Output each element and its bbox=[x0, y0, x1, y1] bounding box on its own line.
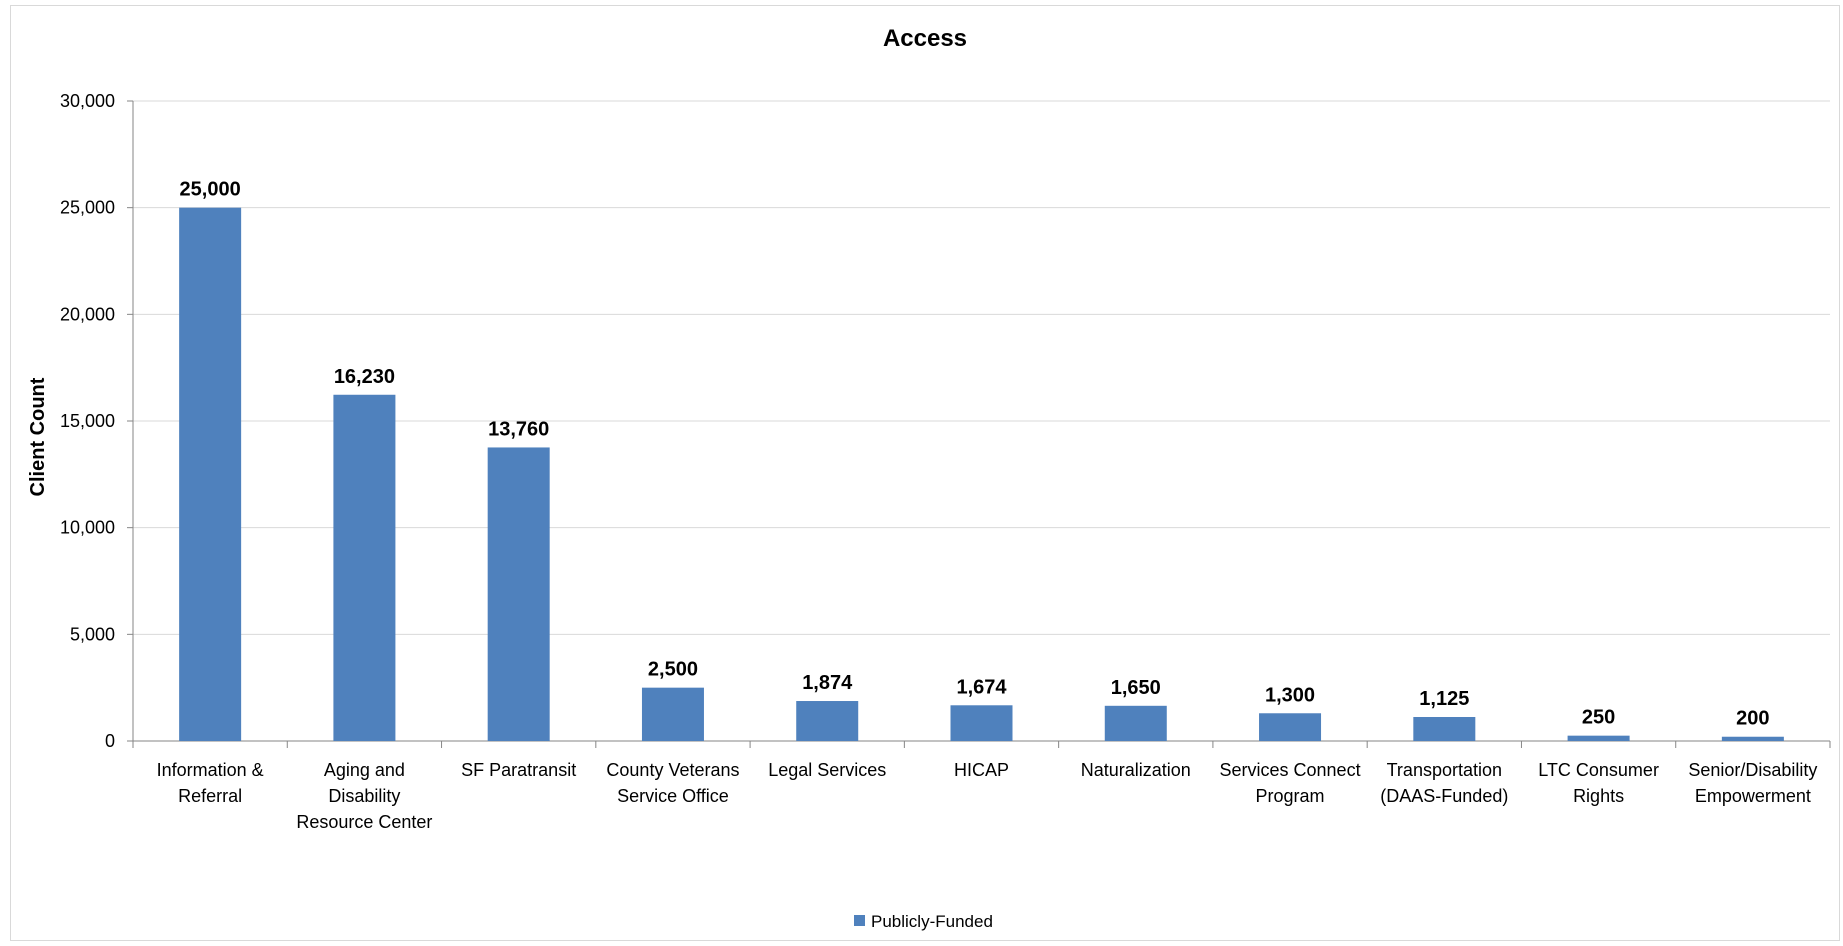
category-label: Service Office bbox=[617, 786, 729, 806]
y-tick-label: 15,000 bbox=[60, 411, 115, 431]
legend: Publicly-Funded bbox=[854, 912, 993, 931]
bars bbox=[179, 207, 1784, 741]
data-label: 1,674 bbox=[956, 676, 1007, 698]
category-label: County Veterans bbox=[606, 760, 739, 780]
data-label: 25,000 bbox=[180, 179, 241, 201]
y-tick-label: 30,000 bbox=[60, 91, 115, 111]
category-label: Rights bbox=[1573, 786, 1624, 806]
bar bbox=[641, 687, 704, 741]
y-tick-labels: 0 5,000 10,000 15,000 20,000 25,000 30,000 bbox=[60, 91, 115, 751]
bar bbox=[950, 705, 1013, 741]
y-tick-label: 0 bbox=[105, 731, 115, 751]
category-labels: Information & Referral Aging and Disability… bbox=[157, 760, 1818, 832]
legend-label: Publicly-Funded bbox=[871, 912, 993, 931]
y-tick-label: 10,000 bbox=[60, 518, 115, 538]
category-label: Senior/Disability bbox=[1688, 760, 1817, 780]
category-label: Resource Center bbox=[296, 812, 432, 832]
bar bbox=[1567, 735, 1630, 741]
y-tick-label: 5,000 bbox=[70, 624, 115, 644]
data-label: 2,500 bbox=[648, 659, 698, 681]
category-label: Referral bbox=[178, 786, 242, 806]
bar bbox=[179, 207, 242, 741]
data-label: 1,650 bbox=[1111, 677, 1161, 699]
bar bbox=[487, 447, 550, 741]
bar bbox=[796, 701, 859, 741]
gridlines bbox=[133, 100, 1830, 635]
bar bbox=[333, 394, 396, 741]
category-label: Program bbox=[1256, 786, 1325, 806]
data-label: 16,230 bbox=[334, 366, 395, 388]
y-axis-label: Client Count bbox=[27, 377, 49, 496]
category-label: LTC Consumer bbox=[1538, 760, 1659, 780]
bar bbox=[1259, 713, 1322, 741]
y-tick-label: 20,000 bbox=[60, 304, 115, 324]
data-label: 1,874 bbox=[802, 672, 853, 694]
category-label: Transportation bbox=[1387, 760, 1502, 780]
legend-swatch bbox=[854, 915, 865, 926]
category-label: Aging and bbox=[324, 760, 405, 780]
bar bbox=[1104, 705, 1167, 741]
category-label: Services Connect bbox=[1220, 760, 1361, 780]
chart-frame bbox=[10, 5, 1840, 941]
category-label: Legal Services bbox=[768, 760, 886, 780]
data-label: 1,125 bbox=[1419, 688, 1469, 710]
chart-title: Access bbox=[883, 25, 967, 52]
data-label: 250 bbox=[1582, 707, 1615, 729]
data-label: 200 bbox=[1736, 708, 1769, 730]
category-label: Naturalization bbox=[1081, 760, 1191, 780]
category-label: HICAP bbox=[954, 760, 1009, 780]
bar bbox=[1413, 717, 1476, 741]
y-tick-label: 25,000 bbox=[60, 198, 115, 218]
category-label: (DAAS-Funded) bbox=[1380, 786, 1508, 806]
category-label: Information & bbox=[157, 760, 264, 780]
category-label: Empowerment bbox=[1695, 786, 1811, 806]
category-label: SF Paratransit bbox=[461, 760, 576, 780]
data-label: 1,300 bbox=[1265, 684, 1315, 706]
bar bbox=[1721, 736, 1784, 741]
data-labels: 25,000 16,230 13,760 2,500 1,874 1,674 1,650 1,… bbox=[180, 179, 1770, 730]
category-label: Disability bbox=[328, 786, 400, 806]
data-label: 13,760 bbox=[488, 418, 549, 440]
